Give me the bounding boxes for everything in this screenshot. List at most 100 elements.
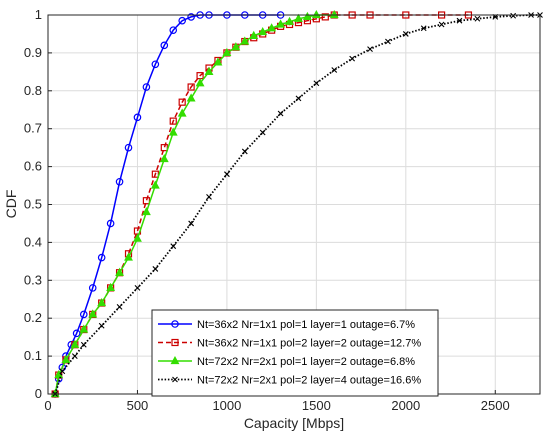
series-36x2-pol1-point xyxy=(97,253,106,262)
series-72x2-pol2-point xyxy=(188,220,195,227)
series-72x2-pol2-point xyxy=(385,38,391,45)
y-tick-label: 0.1 xyxy=(24,348,42,363)
series-72x2-pol2-point xyxy=(170,243,177,250)
series-72x2-pol1-point xyxy=(231,42,241,51)
series-36x2-pol1-point xyxy=(124,143,133,152)
series-72x2-pol2-point xyxy=(241,148,248,155)
x-tick-label: 0 xyxy=(44,398,51,413)
series-36x2-pol1-point xyxy=(106,219,115,228)
series-72x2-pol2-legend-label: Nt=72x2 Nr=2x1 pol=2 layer=4 outage=16.6… xyxy=(197,375,421,387)
y-tick-label: 0 xyxy=(35,386,42,401)
series-72x2-pol1-point xyxy=(141,207,151,216)
series-36x2-pol1-legend-label: Nt=36x2 Nr=1x1 pol=1 layer=1 outage=6.7% xyxy=(197,319,415,331)
legend-box xyxy=(151,309,439,397)
series-72x2-pol1-point xyxy=(294,13,303,22)
series-36x2-pol1-point xyxy=(133,113,142,122)
series-72x2-pol2-point xyxy=(438,21,445,28)
series-72x2-pol1-point xyxy=(222,47,232,56)
series-72x2-pol2-point xyxy=(80,341,87,348)
series-72x2-pol2 xyxy=(52,12,543,397)
series-72x2-pol1-point xyxy=(213,57,223,66)
axis-ticks: 0 500 1000 1500 2000 2500 0 0.1 0.2 0.3 0.4 0.5 0.6 0… xyxy=(24,7,510,413)
series-36x2-pol2-point xyxy=(321,13,329,21)
series-72x2-pol1-point xyxy=(195,78,205,87)
series-72x2-pol1-point xyxy=(258,27,268,36)
series-72x2-pol1-legend-label: Nt=72x2 Nr=2x1 pol=1 layer=2 outage=6.8% xyxy=(197,356,415,368)
y-tick-label: 0.2 xyxy=(24,310,42,325)
x-axis-title: Capacity [Mbps] xyxy=(244,415,344,431)
series-36x2-pol2-point xyxy=(151,170,159,178)
y-tick-label: 0.8 xyxy=(24,83,42,98)
series-72x2-pol2-point xyxy=(313,80,320,87)
series-72x2-pol2-point xyxy=(474,15,481,22)
series-72x2-pol2-point xyxy=(152,266,159,272)
series-72x2-pol2-point xyxy=(134,284,141,291)
series-72x2-pol1-point xyxy=(97,297,107,307)
series-72x2-pol1-point xyxy=(285,16,294,25)
series-72x2-pol1-point xyxy=(88,309,98,318)
series-72x2-pol1-point xyxy=(61,354,71,363)
series-72x2-pol1 xyxy=(50,9,339,398)
series-36x2-pol1-point xyxy=(151,60,160,69)
series-72x2-pol2-point xyxy=(259,129,266,136)
y-axis-title: CDF xyxy=(3,190,19,219)
y-tick-label: 0.5 xyxy=(24,197,42,212)
series-72x2-pol1-point xyxy=(329,9,339,19)
series-72x2-pol1-point xyxy=(311,9,321,19)
series-72x2-pol1-point xyxy=(186,93,196,102)
series-36x2-pol1-point xyxy=(178,16,186,25)
y-tick-label: 0.6 xyxy=(24,159,42,174)
series-36x2-pol1-point xyxy=(88,284,97,292)
series-36x2-pol1-point xyxy=(187,13,195,21)
series-72x2-pol2-point xyxy=(116,303,123,310)
series-36x2-pol1-point xyxy=(115,177,124,186)
series-72x2-pol1-point xyxy=(204,66,214,75)
series-72x2-pol2-point xyxy=(349,55,356,62)
series-72x2-pol2-point xyxy=(98,322,105,329)
series-72x2-pol1-legend-point xyxy=(170,355,180,365)
x-tick-label: 1000 xyxy=(212,398,241,413)
series-72x2-pol2-point xyxy=(71,353,78,359)
series-72x2-pol2-point xyxy=(206,194,212,200)
series-72x2-pol2-point xyxy=(331,67,338,73)
series-72x2-pol1-point xyxy=(70,339,80,348)
series-36x2-pol1-point xyxy=(72,329,81,338)
series-36x2-pol1-legend-point xyxy=(171,320,179,328)
series-72x2-pol1-point xyxy=(276,19,286,28)
series-72x2-pol2-point xyxy=(367,46,373,52)
series-72x2-pol2-point xyxy=(295,95,302,102)
series-72x2-pol2-point xyxy=(224,171,230,178)
series-36x2-pol2-point xyxy=(160,144,168,152)
series-72x2-pol1-point xyxy=(133,233,142,242)
series-72x2-pol1-point xyxy=(249,30,259,39)
y-tick-label: 0.9 xyxy=(24,45,42,60)
series-72x2-pol1-point xyxy=(124,252,133,261)
y-tick-label: 1 xyxy=(35,7,42,22)
series-72x2-pol1-point xyxy=(267,23,277,32)
y-tick-label: 0.4 xyxy=(24,234,42,249)
x-tick-label: 500 xyxy=(127,398,149,413)
series-36x2-pol1-point xyxy=(160,41,169,50)
legend: Nt=36x2 Nr=1x1 pol=1 layer=1 outage=6.7%… xyxy=(151,309,439,397)
series-72x2-pol1-point xyxy=(159,153,169,163)
series-72x2-pol1-point xyxy=(240,36,250,45)
series-72x2-pol1-point xyxy=(150,180,160,189)
series-36x2-pol1-point xyxy=(79,310,88,319)
series-36x2-pol1-point xyxy=(142,83,151,91)
series-72x2-pol1-point xyxy=(106,282,116,291)
series-72x2-pol2-point xyxy=(277,110,284,117)
series-72x2-pol2-point xyxy=(402,31,409,37)
series-72x2-pol2-point xyxy=(420,25,427,32)
series-36x2-pol2-legend-point xyxy=(171,338,179,347)
series-group xyxy=(50,9,543,398)
series-36x2-pol2-point xyxy=(142,197,150,205)
series-72x2-pol1-point xyxy=(79,324,89,333)
series-36x2-pol2-point xyxy=(178,98,186,106)
x-tick-label: 2000 xyxy=(391,398,420,413)
series-72x2-pol1-point xyxy=(168,127,178,136)
series-72x2-pol1-point xyxy=(302,11,312,20)
series-72x2-pol1-point xyxy=(177,108,187,117)
x-tick-label: 1500 xyxy=(302,398,331,413)
series-36x2-pol2-point xyxy=(169,117,177,125)
